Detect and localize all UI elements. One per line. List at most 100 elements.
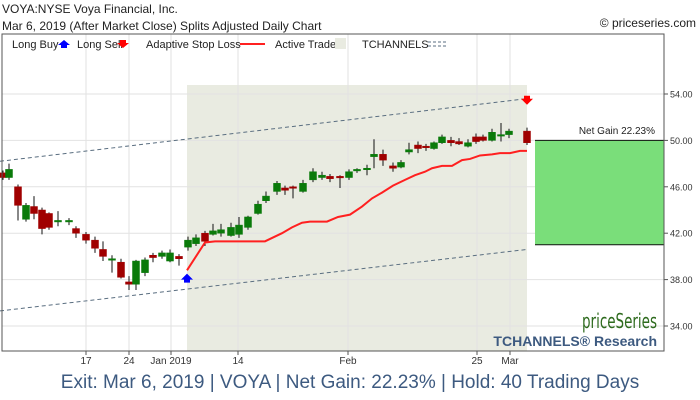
long-sell-arrow-icon bbox=[521, 95, 533, 105]
x-tick-label: Jan 2019 bbox=[150, 356, 192, 367]
candle-body bbox=[235, 224, 243, 235]
candle-body bbox=[430, 142, 438, 149]
y-tick-label: 54.00 bbox=[670, 90, 693, 100]
candle-body bbox=[192, 237, 200, 244]
x-tick-label: Feb bbox=[339, 356, 357, 367]
candle-body bbox=[273, 183, 281, 192]
candle-body bbox=[281, 187, 289, 191]
plot-frame bbox=[1, 33, 665, 352]
candle-body bbox=[14, 186, 22, 206]
adaptive-stop-loss-line bbox=[186, 149, 527, 271]
candle-body bbox=[201, 232, 209, 242]
candle-body bbox=[309, 171, 317, 181]
candle-body bbox=[397, 162, 405, 168]
candle-body bbox=[262, 195, 270, 201]
tchannels-research-logo: TCHANNELS® Research bbox=[493, 333, 657, 349]
candle-body bbox=[363, 167, 371, 170]
y-tick-label: 46.00 bbox=[670, 182, 693, 192]
trade-summary: Exit: Mar 6, 2019 | VOYA | Net Gain: 22.… bbox=[60, 372, 640, 393]
candle-body bbox=[379, 154, 387, 161]
candle-body bbox=[30, 206, 38, 214]
long-sell-icon bbox=[117, 40, 129, 48]
candle-body bbox=[488, 132, 496, 141]
legend: Long Buy Long Sell Adaptive Stop Loss Ac… bbox=[12, 38, 446, 51]
candle-body bbox=[455, 141, 463, 145]
candle-body bbox=[497, 134, 505, 137]
trade-markers bbox=[181, 95, 533, 283]
candle-body bbox=[166, 252, 174, 262]
candle-body bbox=[209, 230, 217, 235]
candle-body bbox=[5, 169, 13, 178]
candle-body bbox=[99, 249, 107, 257]
candle-body bbox=[54, 220, 62, 223]
copyright: © priceseries.com bbox=[599, 16, 696, 30]
y-tick-label: 34.00 bbox=[670, 322, 693, 332]
priceseries-logo: priceSeries bbox=[582, 311, 657, 334]
x-tick-label: 24 bbox=[123, 356, 135, 367]
legend-long-sell: Long Sell bbox=[77, 39, 123, 51]
legend-tchannels: TCHANNELS bbox=[362, 39, 429, 51]
x-tick-label: 17 bbox=[80, 356, 92, 367]
candle-body bbox=[299, 183, 307, 192]
candle-body bbox=[227, 227, 235, 236]
legend-adaptive-stop: Adaptive Stop Loss bbox=[146, 39, 241, 51]
candle-body bbox=[389, 165, 397, 169]
candle-body bbox=[141, 259, 149, 273]
legend-long-buy: Long Buy bbox=[12, 39, 59, 51]
active-trade-region bbox=[187, 85, 527, 351]
y-axis: 34.00 38.00 42.00 46.00 50.00 54.00 bbox=[664, 90, 693, 332]
legend-active-trade: Active Trade bbox=[275, 39, 336, 51]
candle-body bbox=[132, 260, 140, 285]
candle-body bbox=[336, 176, 344, 179]
candle-body bbox=[45, 213, 53, 228]
candle-body bbox=[438, 136, 446, 143]
candle-body bbox=[326, 176, 334, 179]
y-tick-label: 42.00 bbox=[670, 229, 693, 239]
x-tick-label: 25 bbox=[471, 356, 483, 367]
chart-subtitle: Mar 6, 2019 (After Market Close) Splits … bbox=[2, 19, 322, 33]
candle-body bbox=[117, 261, 125, 278]
tchannel-upper bbox=[0, 98, 528, 162]
candlestick-chart: 34.00 38.00 42.00 46.00 50.00 54.00 17 24 Jan 2… bbox=[0, 33, 693, 367]
chart-title: VOYA:NYSE Voya Financial, Inc. bbox=[2, 2, 178, 16]
long-buy-arrow-icon bbox=[181, 273, 193, 283]
x-tick-label: Mar bbox=[501, 356, 519, 367]
candle-body bbox=[289, 186, 297, 189]
candles bbox=[0, 123, 531, 291]
gain-box-fill bbox=[535, 140, 664, 245]
candle-body bbox=[505, 130, 513, 135]
candle-body bbox=[38, 209, 46, 229]
tchannel-lower bbox=[0, 248, 528, 312]
candle-body bbox=[91, 239, 99, 249]
candle-body bbox=[125, 281, 133, 285]
candle-body bbox=[472, 136, 480, 142]
candle-body bbox=[405, 149, 413, 153]
candle-body bbox=[353, 169, 361, 172]
candle-body bbox=[414, 144, 422, 149]
candle-body bbox=[149, 254, 157, 258]
candle-body bbox=[184, 239, 192, 248]
candle-body bbox=[318, 174, 326, 178]
candle-body bbox=[22, 205, 30, 220]
candle-body bbox=[345, 171, 353, 178]
candle-body bbox=[158, 252, 166, 257]
candle-body bbox=[523, 130, 531, 143]
tchannels bbox=[0, 98, 528, 312]
y-tick-label: 50.00 bbox=[670, 136, 693, 146]
candle-body bbox=[72, 228, 80, 234]
candle-body bbox=[82, 234, 90, 241]
candle-body bbox=[370, 154, 378, 157]
x-axis: 17 24 Jan 2019 14 Feb 25 Mar bbox=[80, 351, 519, 367]
net-gain-box bbox=[535, 139, 664, 246]
candle-body bbox=[479, 136, 487, 141]
candle-body bbox=[217, 229, 225, 234]
y-tick-label: 38.00 bbox=[670, 275, 693, 285]
active-trade-swatch-icon bbox=[335, 38, 346, 49]
x-tick-label: 14 bbox=[232, 356, 244, 367]
candle-body bbox=[175, 256, 183, 259]
candle-body bbox=[108, 258, 116, 261]
net-gain-label: Net Gain 22.23% bbox=[579, 126, 655, 137]
candle-body bbox=[464, 142, 472, 147]
candle-body bbox=[447, 140, 455, 143]
long-buy-icon bbox=[58, 40, 70, 48]
